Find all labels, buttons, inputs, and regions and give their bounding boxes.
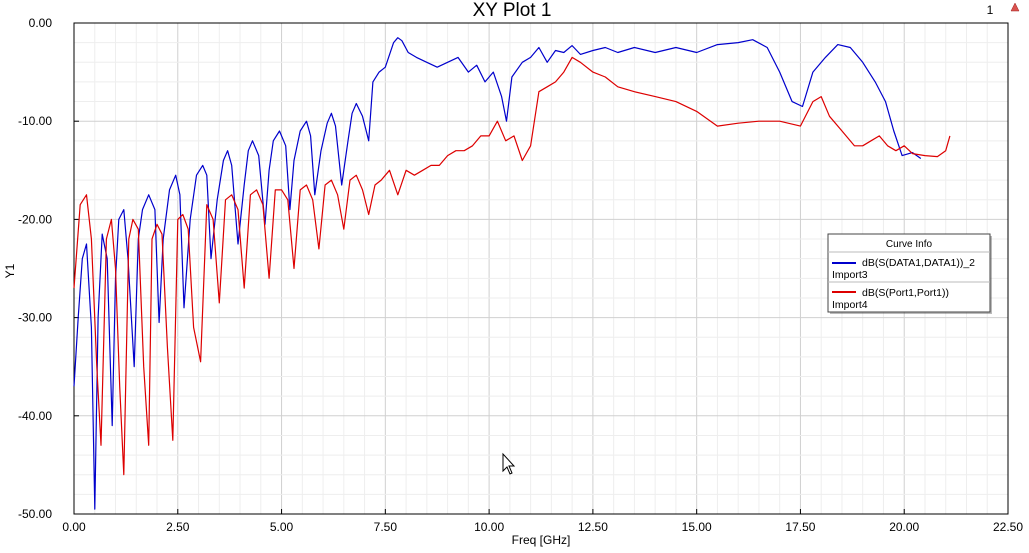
series-line-2 (73, 56, 951, 476)
legend-entry-name-2: dB(S(Port1,Port1)) (862, 287, 949, 299)
x-tick-label: 2.50 (166, 520, 190, 534)
series-line-1 (73, 37, 922, 510)
x-tick-label: 0.00 (62, 520, 86, 534)
x-tick-label: 15.00 (682, 520, 712, 534)
y-tick-label: -30.00 (18, 311, 52, 325)
y-tick-label: -40.00 (18, 409, 52, 423)
y-tick-label: -10.00 (18, 114, 52, 128)
x-tick-label: 22.50 (993, 520, 1023, 534)
y-tick-label: -20.00 (18, 212, 52, 226)
legend-title: Curve Info (886, 239, 933, 250)
triangle-marker-icon[interactable] (1010, 2, 1020, 12)
plot-curves (73, 37, 951, 510)
x-tick-label: 10.00 (474, 520, 504, 534)
x-tick-label: 12.50 (578, 520, 608, 534)
y-tick-label: 0.00 (29, 16, 53, 30)
plot-title: XY Plot 1 (473, 0, 552, 21)
x-axis-label: Freq [GHz] (512, 533, 571, 547)
x-tick-label: 20.00 (889, 520, 919, 534)
x-tick-label: 5.00 (270, 520, 294, 534)
x-tick-label: 7.50 (374, 520, 398, 534)
legend-entry-name-1: dB(S(DATA1,DATA1))_2 (862, 257, 975, 269)
plot-number: 1 (987, 3, 994, 17)
plot-area-frame (73, 22, 1009, 515)
mouse-cursor-icon (502, 452, 516, 475)
x-tick-label: 17.50 (785, 520, 815, 534)
legend-entry-source-2: Import4 (832, 299, 868, 311)
y-axis-label: Y1 (3, 263, 17, 278)
legend-entry-source-1: Import3 (832, 269, 868, 281)
y-tick-label: -50.00 (18, 507, 52, 521)
curve-info-legend[interactable]: Curve Info dB(S(DATA1,DATA1))_2 Import3 … (827, 233, 992, 314)
